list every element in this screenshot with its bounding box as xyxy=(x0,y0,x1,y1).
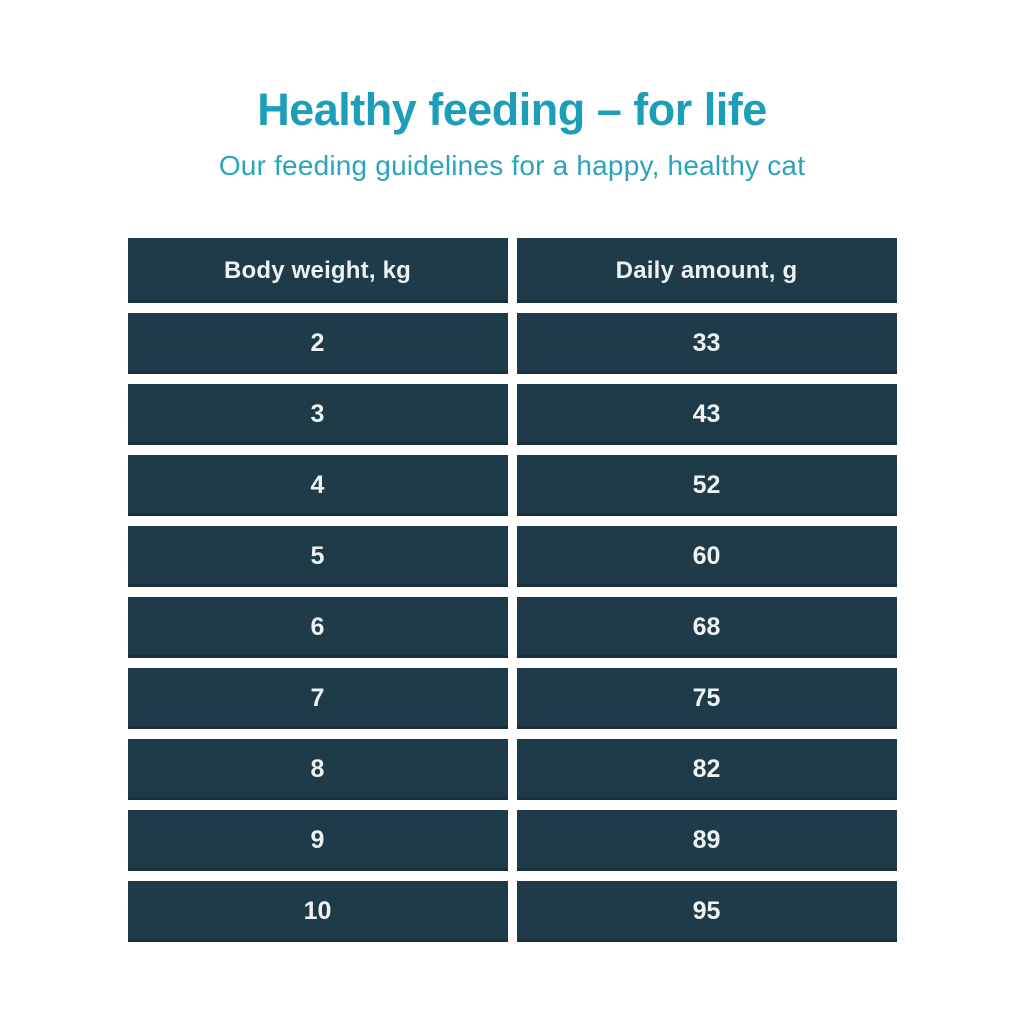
daily-amount-cell: 89 xyxy=(516,810,897,871)
daily-amount-cell: 95 xyxy=(516,881,897,942)
body-weight-cell: 7 xyxy=(127,668,508,729)
daily-amount-cell: 60 xyxy=(516,526,897,587)
daily-amount-cell: 75 xyxy=(516,668,897,729)
body-weight-cell: 9 xyxy=(127,810,508,871)
column-header-body-weight: Body weight, kg xyxy=(127,238,508,303)
body-weight-cell: 4 xyxy=(127,455,508,516)
daily-amount-cell: 82 xyxy=(516,739,897,800)
body-weight-cell: 3 xyxy=(127,384,508,445)
body-weight-cell: 6 xyxy=(127,597,508,658)
body-weight-cell: 5 xyxy=(127,526,508,587)
daily-amount-cell: 33 xyxy=(516,313,897,374)
daily-amount-cell: 43 xyxy=(516,384,897,445)
body-weight-cell: 2 xyxy=(127,313,508,374)
feeding-table: Body weight, kg Daily amount, g 2 33 3 43 4 5… xyxy=(127,238,897,942)
page-subtitle: Our feeding guidelines for a happy, heal… xyxy=(218,150,806,181)
column-header-daily-amount: Daily amount, g xyxy=(516,238,897,303)
body-weight-cell: 10 xyxy=(127,881,508,942)
body-weight-cell: 8 xyxy=(127,739,508,800)
daily-amount-cell: 68 xyxy=(516,597,897,658)
page-title: Healthy feeding – for life xyxy=(257,84,767,135)
daily-amount-cell: 52 xyxy=(516,455,897,516)
